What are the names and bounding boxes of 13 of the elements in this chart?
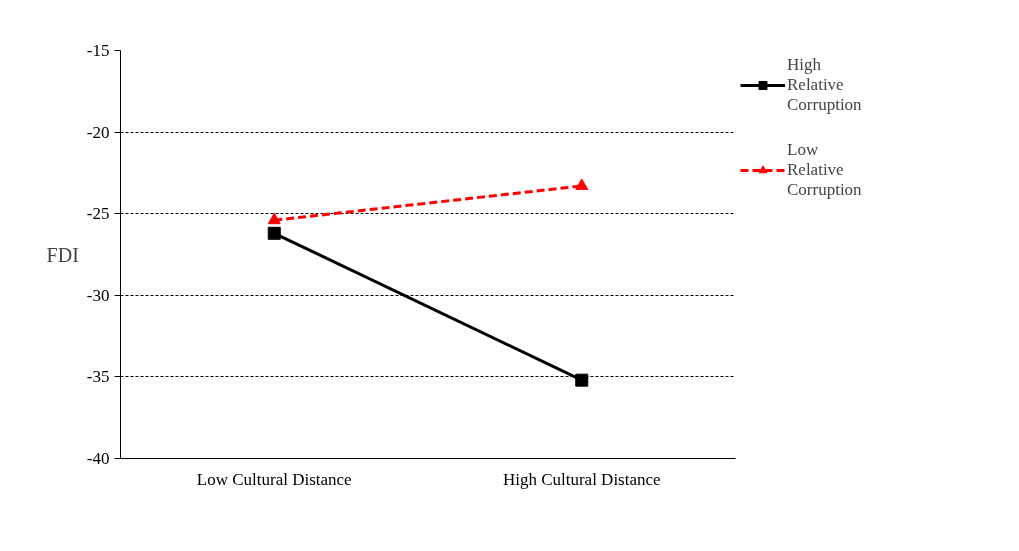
x-tick-label: Low Cultural Distance [196, 469, 352, 489]
legend-label: Low Relative Corruption [787, 140, 862, 200]
legend-label: High Relative Corruption [787, 55, 862, 115]
y-axis-title: FDI [46, 243, 79, 266]
y-tick-label: -35 [86, 367, 110, 387]
point [267, 226, 281, 240]
point [575, 373, 589, 387]
y-tick-label: -30 [86, 285, 110, 305]
y-tick-label: -15 [86, 41, 110, 60]
y-tick-label: -40 [86, 449, 110, 468]
y-tick-label: -20 [86, 122, 110, 142]
y-tick-label: -25 [86, 204, 110, 224]
x-tick-label: High Cultural Distance [502, 469, 661, 489]
